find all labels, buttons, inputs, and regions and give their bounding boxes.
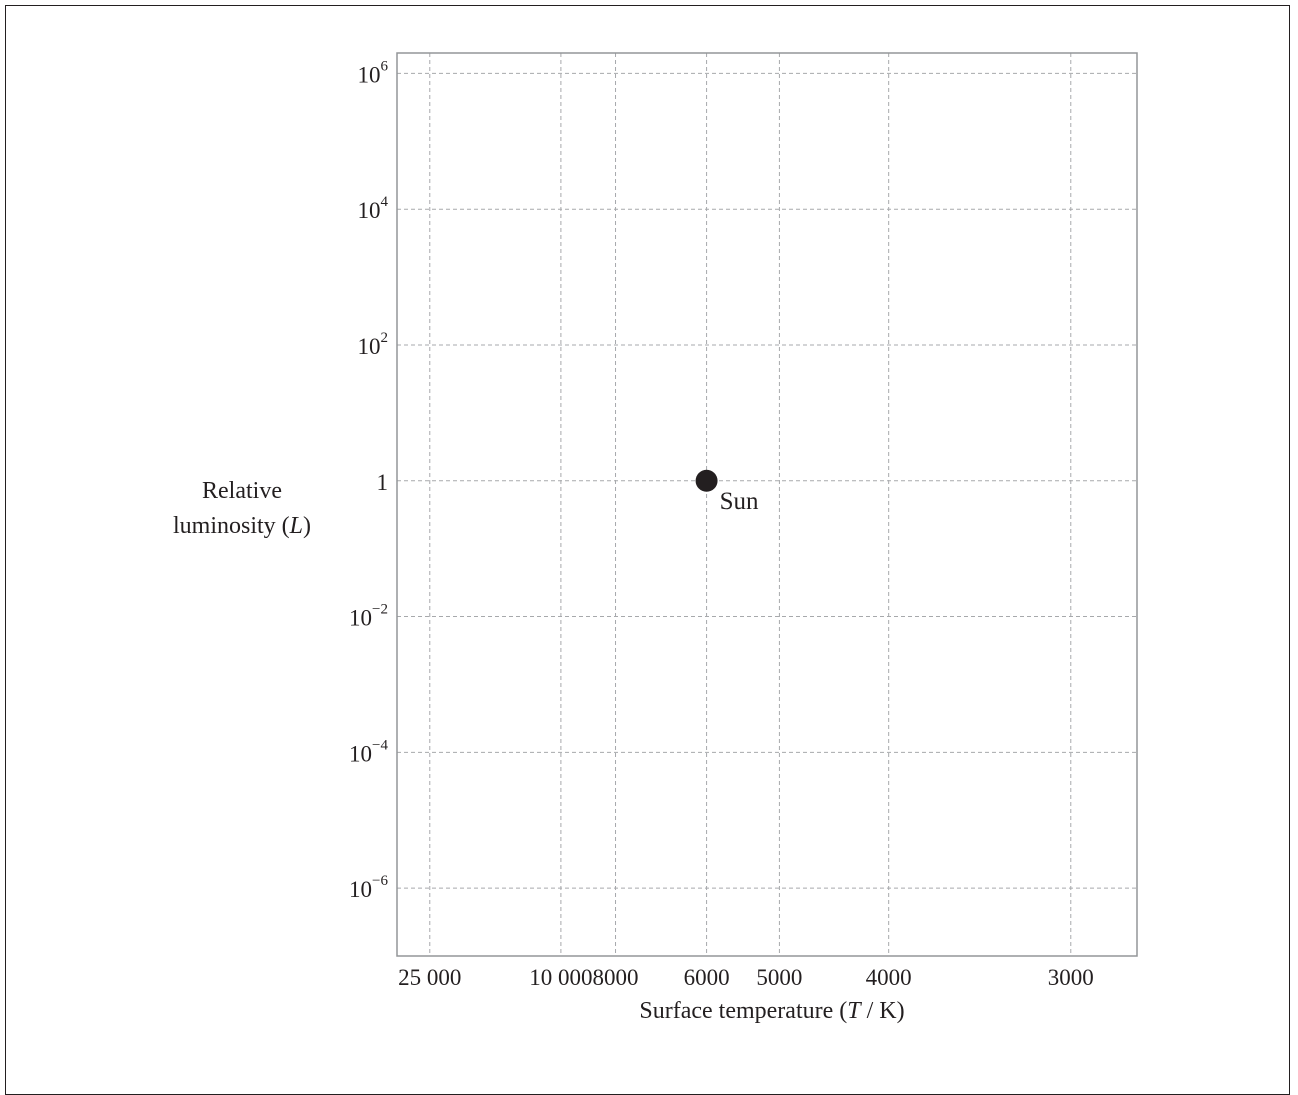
y-axis-label-line-2: luminosity (L) xyxy=(173,513,311,539)
x-tick-label-2: 8000 xyxy=(593,965,639,990)
y-tick-label-0: 106 xyxy=(358,58,389,87)
y-tick-labels: 106 104 102 1 10−2 10−4 10−6 xyxy=(349,58,388,902)
y-axis-label-line-1: Relative xyxy=(202,478,282,504)
y-tick-label-3: 1 xyxy=(377,470,389,495)
x-gridlines xyxy=(429,53,1072,956)
x-tick-label-4: 5000 xyxy=(756,965,802,990)
y-tick-label-6: 10−6 xyxy=(349,873,388,902)
x-axis-label: Surface temperature (T / K) xyxy=(639,998,904,1024)
y-tick-label-2: 102 xyxy=(358,330,389,359)
data-label-sun: Sun xyxy=(720,488,759,515)
plot-area-border xyxy=(396,52,1138,957)
y-gridlines xyxy=(397,72,1137,889)
x-tick-label-3: 6000 xyxy=(684,965,730,990)
x-tick-label-6: 3000 xyxy=(1048,965,1094,990)
x-tick-label-1: 10 000 xyxy=(529,965,592,990)
data-points: Sun xyxy=(695,469,759,515)
x-tick-label-0: 25 000 xyxy=(398,965,461,990)
data-point-sun xyxy=(695,469,718,492)
y-tick-label-5: 10−4 xyxy=(349,737,388,766)
x-tick-label-5: 4000 xyxy=(866,965,912,990)
x-tick-labels: 25 000 10 000 8000 6000 5000 4000 3000 xyxy=(398,965,1094,990)
y-tick-label-1: 104 xyxy=(358,194,389,223)
y-tick-label-4: 10−2 xyxy=(349,602,388,631)
